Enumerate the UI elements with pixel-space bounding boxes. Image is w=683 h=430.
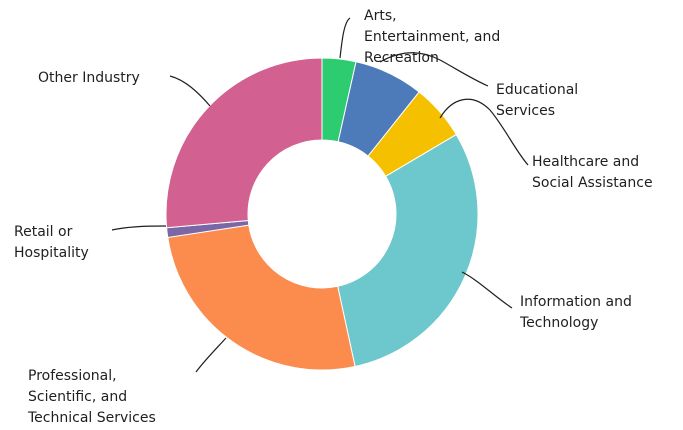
slice-label-4-line-2: Technical Services: [27, 410, 156, 426]
labels-group: Arts, Entertainment, and Recreation Educati…: [14, 8, 653, 426]
slice-label-4-line-1: Scientific, and: [28, 389, 127, 405]
slice-label-2-line-1: Social Assistance: [532, 175, 653, 191]
slice-label-0-line-2: Recreation: [364, 50, 439, 66]
slices-group: [165, 57, 479, 371]
leader-line-1: [379, 52, 489, 87]
slice-label-6-line-0: Other Industry: [38, 70, 140, 86]
slice-label-2-line-0: Healthcare and: [532, 154, 639, 170]
leader-line-4: [195, 337, 227, 373]
slice-label-1-line-1: Services: [496, 103, 555, 119]
leader-line-0: [339, 17, 351, 59]
slice-6: [165, 57, 323, 229]
leader-line-6: [169, 75, 211, 107]
slice-label-5-line-1: Hospitality: [14, 245, 89, 261]
leader-line-3: [461, 271, 513, 309]
slice-label-4-line-0: Professional,: [28, 368, 117, 384]
slice-label-5-line-0: Retail or: [14, 224, 73, 240]
leader-line-2: [439, 98, 529, 166]
slice-label-1-line-0: Educational: [496, 82, 578, 98]
slice-4: [167, 224, 356, 371]
slice-label-0-line-0: Arts,: [364, 8, 397, 24]
slice-label-3-line-0: Information and: [520, 294, 632, 310]
slice-label-0-line-1: Entertainment, and: [364, 29, 500, 45]
leader-lines-group: [111, 17, 529, 373]
slice-3: [337, 133, 479, 368]
slice-label-3-line-1: Technology: [519, 315, 598, 331]
leader-line-5: [111, 225, 167, 231]
